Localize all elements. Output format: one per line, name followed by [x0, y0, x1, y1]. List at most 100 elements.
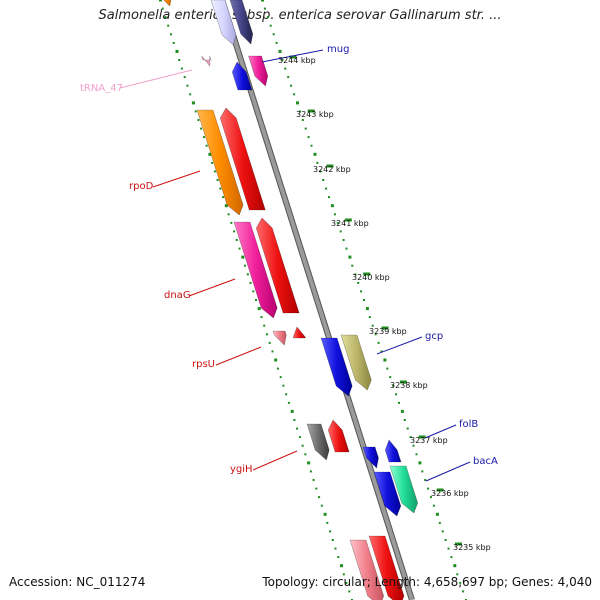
gene-trna47[interactable] — [201, 55, 212, 67]
track-dot — [266, 333, 268, 336]
track-dot — [178, 59, 181, 61]
connector-gcp — [376, 336, 423, 355]
gene-folb-partner[interactable] — [384, 439, 402, 463]
gene-label-rpod[interactable]: rpoD — [129, 181, 154, 192]
track-dot — [276, 367, 279, 370]
track-dot — [230, 221, 233, 224]
track-dot — [255, 299, 257, 301]
gene-label-baca[interactable]: bacA — [473, 456, 498, 467]
gene-ygih[interactable] — [327, 419, 350, 453]
gene-partial-orange[interactable] — [159, 0, 172, 7]
track-dot — [421, 470, 424, 473]
track-dot — [186, 84, 189, 87]
track-dot — [312, 479, 315, 481]
track-dot — [194, 110, 197, 113]
track-dot — [383, 358, 387, 362]
gene-dnag[interactable] — [233, 221, 278, 319]
track-dot — [298, 110, 301, 113]
track-dot — [284, 67, 287, 70]
track-dot — [281, 59, 284, 61]
gene-partial-red[interactable] — [368, 535, 405, 600]
track-dot — [301, 119, 304, 121]
track-dot — [159, 0, 162, 2]
track-dot — [406, 427, 409, 430]
track-dot — [441, 530, 444, 533]
track-dot — [304, 453, 307, 456]
track-dot — [435, 512, 439, 516]
tick-label: 3236 kbp — [431, 489, 469, 498]
gene-ygih-partner[interactable] — [306, 423, 330, 461]
gene-baca[interactable] — [373, 471, 402, 517]
track-dot — [268, 341, 271, 344]
track-dot — [424, 479, 427, 481]
track-dot — [342, 573, 345, 576]
gene-features — [159, 0, 419, 600]
track-dot — [290, 409, 294, 413]
gene-rpod[interactable] — [196, 109, 244, 216]
track-dot — [444, 539, 447, 541]
gene-mug-partner[interactable] — [248, 55, 269, 87]
track-dot — [329, 530, 332, 533]
track-dot — [351, 264, 354, 267]
track-dot — [266, 16, 269, 19]
gene-partial-navy[interactable] — [229, 0, 254, 45]
track-dot — [360, 290, 363, 293]
track-dots-right — [261, 0, 467, 600]
track-dot — [180, 67, 183, 70]
track-dot — [340, 564, 343, 568]
track-dot — [345, 247, 348, 250]
track-dot — [377, 341, 380, 344]
tick-label: 3237 kbp — [410, 436, 448, 445]
track-dot — [227, 213, 230, 216]
gene-partial-lightpink[interactable] — [349, 539, 385, 600]
gene-rpsu[interactable] — [272, 330, 287, 346]
track-dot — [313, 152, 317, 156]
gene-label-dnag[interactable]: dnaG — [164, 290, 191, 301]
track-dot — [296, 101, 299, 105]
tick-label: 3240 kbp — [352, 273, 390, 282]
track-dot — [447, 547, 450, 550]
track-dot — [197, 119, 200, 121]
track-dot — [211, 161, 214, 164]
track-dot — [456, 573, 459, 576]
track-dot — [453, 564, 457, 568]
gene-gcp-partner[interactable] — [340, 334, 372, 391]
track-dot — [345, 581, 348, 584]
gene-baca-partner[interactable] — [389, 465, 419, 514]
gene-mug[interactable] — [231, 61, 253, 91]
track-dot — [307, 461, 311, 465]
gene-rpsu-partner[interactable] — [292, 326, 306, 339]
gene-gcp[interactable] — [320, 337, 353, 397]
track-dot — [261, 0, 264, 2]
track-dot — [412, 444, 415, 447]
track-dots-left — [159, 0, 353, 600]
gene-folb[interactable] — [362, 446, 379, 469]
label-connectors — [119, 49, 471, 482]
gene-label-rpsu[interactable]: rpsU — [192, 359, 215, 370]
gene-label-trna47[interactable]: tRNA_47 — [80, 83, 123, 94]
track-dot — [244, 264, 246, 267]
track-dot — [333, 213, 336, 216]
track-dot — [337, 556, 340, 559]
tick-label: 3243 kbp — [296, 110, 334, 119]
track-dot — [287, 401, 290, 404]
gene-label-gcp[interactable]: gcp — [425, 331, 443, 342]
gene-label-ygih[interactable]: ygiH — [230, 464, 253, 475]
gene-dnag-partner[interactable] — [255, 217, 300, 314]
gene-label-folb[interactable]: folB — [459, 419, 478, 430]
gene-partial-lavender[interactable] — [210, 0, 237, 46]
track-dot — [354, 273, 357, 276]
track-dot — [213, 170, 216, 173]
track-dot — [296, 427, 299, 430]
track-dot — [263, 324, 266, 327]
track-dot — [409, 436, 412, 439]
track-dot — [183, 76, 186, 79]
track-dot — [398, 401, 400, 404]
track-dot — [235, 239, 238, 241]
track-dot — [208, 152, 212, 156]
track-dot — [322, 179, 325, 181]
track-dot — [263, 7, 266, 10]
gene-rpod-partner[interactable] — [219, 107, 266, 211]
track-dot — [336, 221, 339, 224]
gene-label-mug[interactable]: mug — [327, 44, 349, 55]
